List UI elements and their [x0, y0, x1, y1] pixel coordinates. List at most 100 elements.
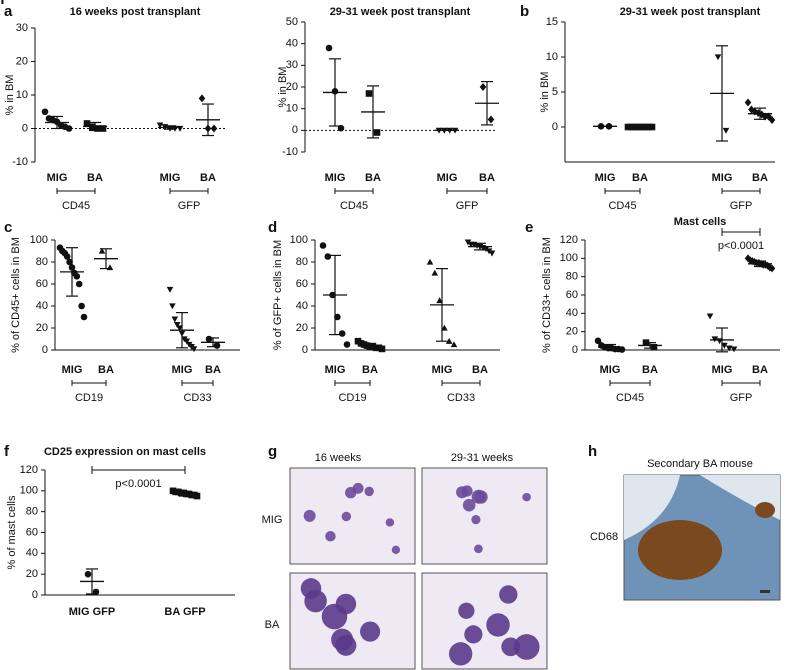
data-point: [66, 258, 73, 266]
y-tick-label: 100: [20, 485, 38, 497]
data-point: [343, 341, 351, 348]
y-tick-label: 10: [286, 103, 298, 115]
y-axis-label: % of mast cells: [6, 495, 18, 569]
data-point: [73, 273, 81, 280]
data-point: [210, 124, 218, 133]
x-tick-label: BA: [87, 172, 103, 184]
y-tick-label: 60: [566, 289, 578, 301]
data-point: [488, 250, 496, 257]
row-label: MIG: [262, 514, 283, 526]
y-tick-label: -10: [12, 156, 28, 168]
y-tick-label: 0: [302, 344, 308, 356]
y-tick-label: 80: [26, 506, 38, 518]
y-tick-label: 30: [286, 59, 298, 71]
y-axis-label: % in BM: [4, 75, 16, 116]
scale-bar: [760, 590, 770, 593]
row-label: BA: [265, 619, 280, 631]
chart: d % of GFP+ cells in BM 0 20 40 60 80 100 MIG BA M…: [268, 219, 500, 404]
chart: b 29-31 week post transplant % in BM0 5 10 15…: [520, 3, 776, 212]
group-label: CD45: [340, 200, 368, 212]
data-point: [75, 280, 83, 288]
x-tick-label: MIG: [595, 172, 616, 184]
y-tick-label: 40: [36, 300, 48, 312]
data-point: [78, 302, 85, 310]
group-label: CD33: [183, 392, 211, 404]
panel-letter: f: [0, 0, 6, 8]
chart: e Mast cells % of CD33+ cells in BM 0 20 40 60…: [525, 216, 780, 404]
data-point: [83, 120, 91, 127]
group-label: CD19: [75, 392, 103, 404]
cell: [335, 634, 357, 656]
data-point: [744, 98, 752, 107]
x-tick-label: MIG: [62, 364, 83, 376]
micrograph: [623, 474, 781, 601]
data-point: [768, 264, 776, 273]
cell: [391, 545, 401, 554]
x-tick-label: MIG: [325, 172, 346, 184]
data-point: [41, 108, 49, 116]
data-point: [183, 338, 191, 345]
y-tick-label: 100: [290, 234, 308, 246]
y-tick-label: 100: [560, 252, 578, 264]
data-point: [441, 324, 448, 331]
cell: [471, 515, 481, 525]
group-label: GFP: [456, 200, 479, 212]
data-point: [768, 116, 776, 124]
y-tick-label: 20: [566, 326, 578, 338]
micrograph-grid: [289, 467, 548, 670]
y-axis-label: % in BM: [277, 67, 289, 108]
y-tick-label: 40: [286, 38, 298, 50]
x-tick-label: MIG: [600, 364, 621, 376]
y-tick-label: 60: [26, 526, 38, 538]
data-point: [176, 325, 183, 332]
y-tick-label: 0: [22, 122, 28, 134]
y-tick-label: 0: [42, 344, 48, 356]
data-point: [190, 346, 198, 353]
stain-label: CD68: [590, 531, 618, 543]
y-tick-label: 0: [292, 124, 298, 136]
y-tick-label: 0: [552, 121, 558, 133]
cell: [499, 585, 518, 604]
data-point: [365, 90, 373, 97]
data-point: [378, 345, 386, 353]
data-point: [765, 112, 772, 121]
y-tick-label: 20: [36, 322, 48, 334]
x-tick-label: MIG: [712, 364, 733, 376]
x-tick-label: BA: [365, 172, 381, 184]
y-tick-label: 60: [36, 278, 48, 290]
y-tick-label: 50: [286, 16, 298, 28]
data-point: [450, 341, 458, 348]
data-point: [319, 242, 327, 249]
cell: [464, 625, 483, 644]
x-tick-label: MIG: [160, 172, 181, 184]
stained-region: [755, 502, 775, 518]
data-point: [706, 313, 714, 320]
data-point: [80, 313, 88, 321]
data-point: [431, 269, 439, 276]
group-label: CD19: [338, 392, 366, 404]
x-tick-label: MIG: [325, 364, 346, 376]
data-point: [730, 346, 738, 353]
data-point: [63, 253, 71, 260]
chart: a 16 weeks post transplant % in BM -10 0 10 20…: [4, 3, 225, 212]
group-label: CD45: [608, 200, 636, 212]
data-point: [198, 94, 206, 103]
data-point: [176, 125, 184, 132]
data-point: [373, 129, 381, 136]
panel-letter: h: [588, 443, 597, 460]
chart: f CD25 expression on mast cells % of mast …: [0, 0, 235, 618]
micrograph-image: [421, 467, 548, 565]
cell: [474, 490, 488, 504]
cell: [513, 634, 540, 660]
y-tick-label: 20: [296, 322, 308, 334]
column-label: 16 weeks: [315, 452, 362, 464]
data-point: [725, 345, 733, 352]
data-point: [325, 44, 333, 52]
y-tick-label: 120: [560, 234, 578, 246]
y-tick-label: 10: [16, 89, 28, 101]
data-point: [94, 125, 101, 132]
y-tick-label: 80: [566, 271, 578, 283]
panel-letter: b: [520, 3, 529, 20]
group-label: GFP: [730, 392, 753, 404]
y-axis-label: % in BM: [539, 72, 551, 113]
